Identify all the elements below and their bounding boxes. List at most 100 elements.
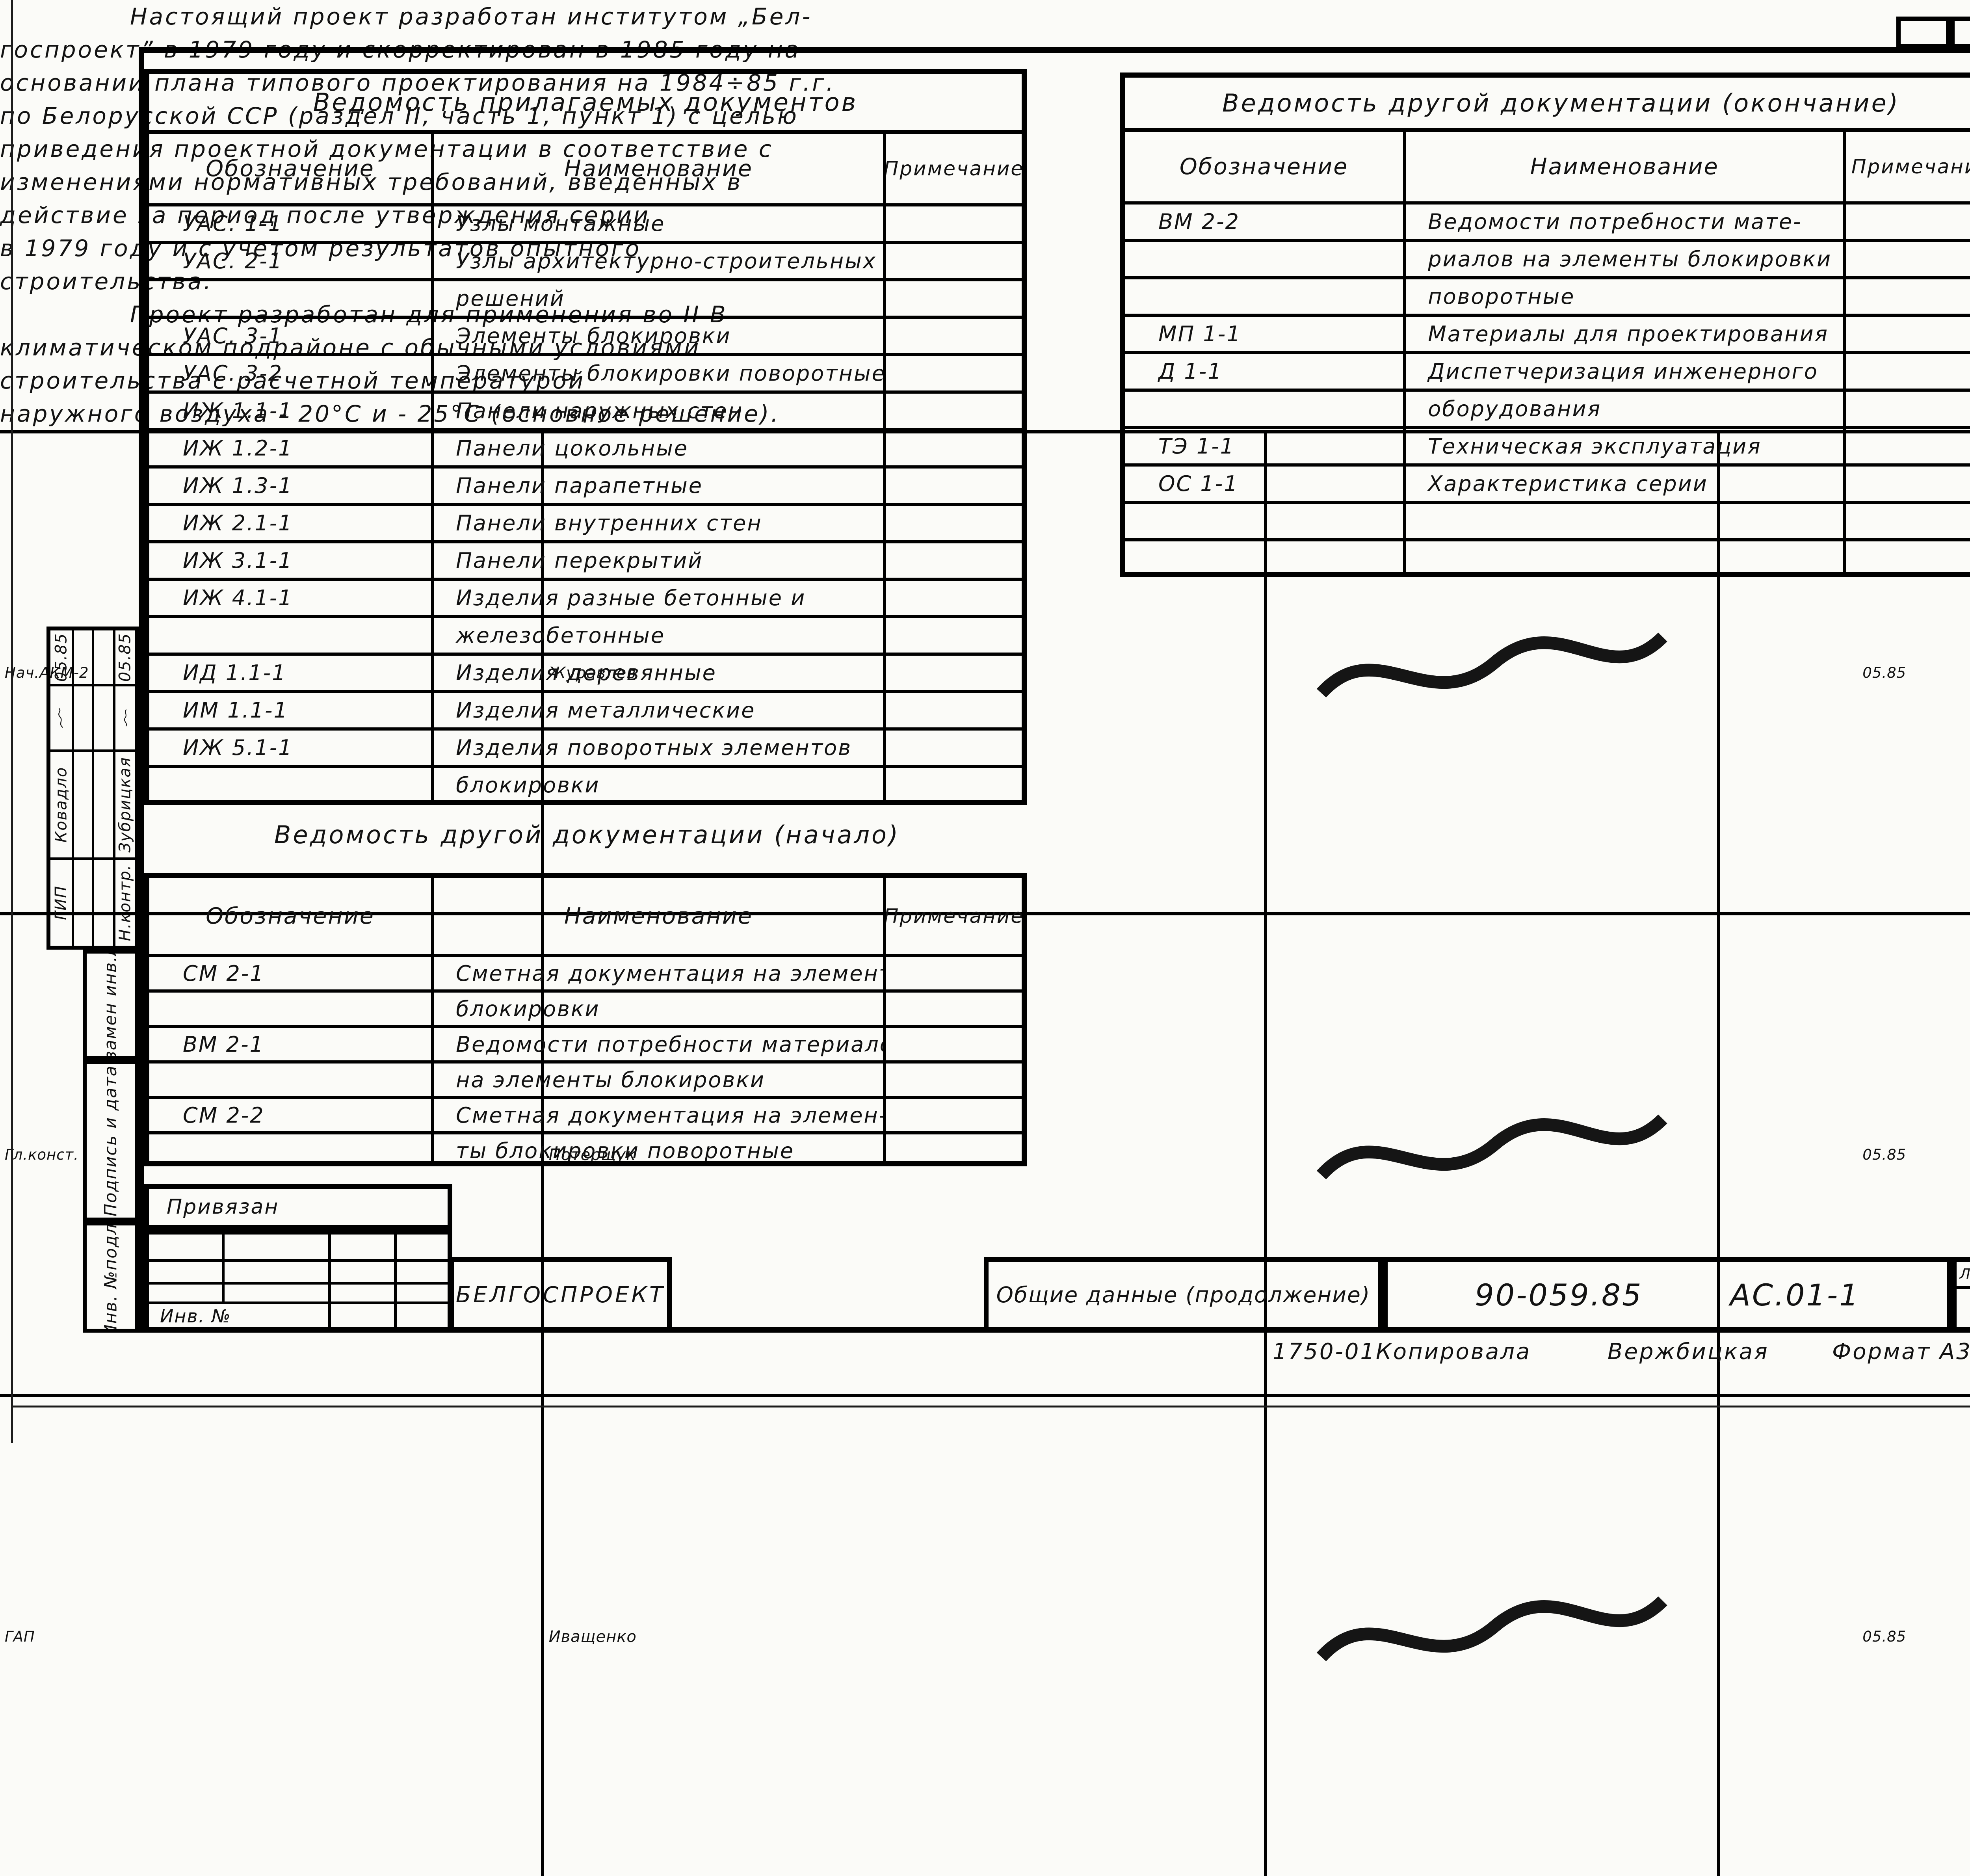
table-row: ВМ 2-1 Ведомости потребности материалов bbox=[149, 1025, 1022, 1060]
cell-designation: ИЖ 3.1-1 bbox=[149, 543, 431, 578]
cell-designation: СМ 2-1 bbox=[149, 957, 431, 989]
cell-name: Панели парапетные bbox=[431, 469, 883, 503]
table-row: ВМ 2-2 Ведомости потребности мате- bbox=[1125, 201, 1970, 239]
doc-title: Общие данные (продолжение) bbox=[996, 1282, 1371, 1307]
table-row: ИЖ 3.1-1 Панели перекрытий bbox=[149, 540, 1022, 578]
margin-name-right: Зубрицкая bbox=[113, 749, 135, 857]
table-row: ИМ 1.1-1 Изделия металлические bbox=[149, 690, 1022, 727]
table-row: ИЖ 1.1-1 Панели наружных стен bbox=[149, 390, 1022, 428]
footer-copy-info: 1750-01Копировала bbox=[1273, 1339, 1531, 1365]
table-header-row: Обозначение Наименование Примечание bbox=[149, 130, 1022, 203]
cell-name: Диспетчеризация инженерного bbox=[1403, 354, 1843, 389]
grid-row bbox=[149, 1282, 448, 1301]
cell-designation: ИЖ 1.2-1 bbox=[149, 431, 431, 465]
adaptation-grid: Инв. № bbox=[144, 1230, 452, 1333]
cell-note bbox=[1843, 317, 1970, 351]
margin-name-left: Ковадло bbox=[50, 749, 72, 857]
cell-name: риалов на элементы блокировки bbox=[1403, 242, 1843, 276]
cell-name: Характеристика серии bbox=[1403, 467, 1843, 501]
cell-name: ты блокировки поворотные bbox=[431, 1134, 883, 1166]
column-header: Обозначение bbox=[1125, 132, 1403, 201]
cell-name: решений bbox=[431, 281, 883, 316]
column-header: Наименование bbox=[431, 878, 883, 954]
cell-designation: ТЭ 1-1 bbox=[1125, 429, 1403, 463]
cell-note bbox=[1843, 467, 1970, 501]
table-row: УАС. 2-1 Узлы архитектурно-строительных bbox=[149, 241, 1022, 278]
cell-designation: УАС. 3-2 bbox=[149, 356, 431, 390]
cell-name: Панели внутренних стен bbox=[431, 506, 883, 540]
cell-note bbox=[883, 543, 1022, 578]
sheet-cell: Лист 3 bbox=[1952, 1257, 1970, 1333]
cell-name: Материалы для проектирования bbox=[1403, 317, 1843, 351]
sheet-label-cell: Лист bbox=[1957, 1262, 1970, 1289]
cell-name: железобетонные bbox=[431, 618, 883, 653]
cell-designation bbox=[149, 993, 431, 1025]
grid-row-inventory: Инв. № bbox=[149, 1301, 448, 1328]
table-title: Ведомость другой документации (окончание… bbox=[1125, 78, 1970, 128]
section-title-other-begin: Ведомость другой документации (начало) bbox=[252, 820, 922, 849]
column-header: Обозначение bbox=[149, 134, 431, 203]
doc-title-cell: Общие данные (продолжение) bbox=[984, 1257, 1383, 1333]
inventory-number-label: Инв. № bbox=[149, 1304, 328, 1328]
table-row bbox=[1125, 501, 1970, 538]
drawing-sheet: { "page": { "number": "4" }, "tables": {… bbox=[0, 0, 1970, 1443]
cell-note bbox=[883, 319, 1022, 353]
table-row: СМ 2-1 Сметная документация на элементы bbox=[149, 954, 1022, 989]
cell-name: Узлы монтажные bbox=[431, 206, 883, 241]
cell-note bbox=[883, 618, 1022, 653]
sheet-label: Лист bbox=[1960, 1266, 1970, 1282]
cell-designation bbox=[1125, 242, 1403, 276]
cell-note bbox=[883, 731, 1022, 765]
cell-designation bbox=[1125, 279, 1403, 314]
paper-edge-bottom bbox=[11, 1406, 1970, 1407]
cell-designation: ИЖ 5.1-1 bbox=[149, 731, 431, 765]
cell-designation: ИЖ 4.1-1 bbox=[149, 581, 431, 615]
cell-note bbox=[883, 1134, 1022, 1166]
footer-copied-by: Вержбицкая bbox=[1608, 1339, 1769, 1365]
cell-note bbox=[1843, 279, 1970, 314]
cell-designation bbox=[149, 768, 431, 802]
cell-designation bbox=[149, 1134, 431, 1166]
table-header-row: Обозначение Наименование Примечание bbox=[149, 878, 1022, 954]
margin-signature-left bbox=[50, 684, 72, 749]
cell-name: Сметная документация на элементы bbox=[431, 957, 883, 989]
cell-name: Изделия деревянные bbox=[431, 656, 883, 690]
cell-name: Панели перекрытий bbox=[431, 543, 883, 578]
cell-name: Панели цокольные bbox=[431, 431, 883, 465]
table-row: ОС 1-1 Характеристика серии bbox=[1125, 463, 1970, 501]
organization-name: БЕЛГОСПРОЕКТ bbox=[456, 1282, 665, 1308]
table-header-row: Обозначение Наименование Примечание bbox=[1125, 128, 1970, 201]
table-row: решений bbox=[149, 278, 1022, 316]
margin-label: Подпись и дата bbox=[101, 1065, 121, 1216]
cell-note bbox=[883, 1099, 1022, 1131]
cell-designation: ИЖ 1.3-1 bbox=[149, 469, 431, 503]
table-row: УАС. 3-1 Элементы блокировки bbox=[149, 316, 1022, 353]
signature-icon bbox=[116, 708, 134, 728]
cell-name: Узлы архитектурно-строительных bbox=[431, 244, 883, 278]
table-row bbox=[1125, 538, 1970, 576]
page-number-box-empty bbox=[1896, 17, 1950, 48]
table-row: ты блокировки поворотные bbox=[149, 1131, 1022, 1166]
table-row: ИЖ 2.1-1 Панели внутренних стен bbox=[149, 503, 1022, 540]
cell-designation: СМ 2-2 bbox=[149, 1099, 431, 1131]
cell-name: Элементы блокировки bbox=[431, 319, 883, 353]
cell-name: Панели наружных стен bbox=[431, 394, 883, 428]
cell-designation bbox=[1125, 392, 1403, 426]
grid-row bbox=[149, 1235, 448, 1259]
cell-note bbox=[1843, 429, 1970, 463]
margin-cell-inv-podl: Инв. №подл. bbox=[83, 1222, 139, 1333]
table-row: блокировки bbox=[149, 989, 1022, 1025]
cell-designation: УАС. 3-1 bbox=[149, 319, 431, 353]
cell-name: Изделия разные бетонные и bbox=[431, 581, 883, 615]
table-row: риалов на элементы блокировки bbox=[1125, 239, 1970, 276]
cell-designation: ИЖ 2.1-1 bbox=[149, 506, 431, 540]
table-other-docs-begin: Обозначение Наименование Примечание СМ 2… bbox=[144, 873, 1027, 1166]
cell-note bbox=[883, 469, 1022, 503]
cell-note bbox=[883, 993, 1022, 1025]
table-row: ИЖ 1.3-1 Панели парапетные bbox=[149, 465, 1022, 503]
cell-name: поворотные bbox=[1403, 279, 1843, 314]
cell-name: блокировки bbox=[431, 993, 883, 1025]
cell-note bbox=[1843, 354, 1970, 389]
table-row: ИД 1.1-1 Изделия деревянные bbox=[149, 653, 1022, 690]
cell-name: Ведомости потребности материалов bbox=[431, 1028, 883, 1060]
